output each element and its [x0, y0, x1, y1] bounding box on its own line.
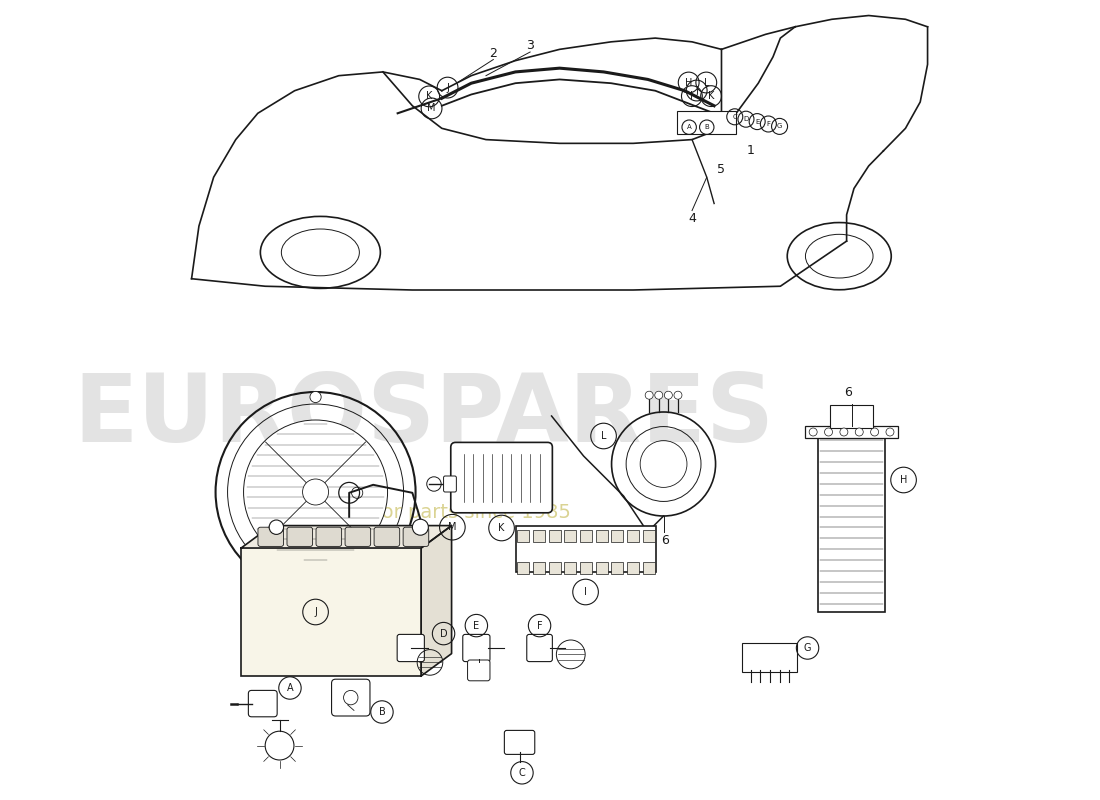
Text: H: H	[900, 475, 908, 485]
FancyBboxPatch shape	[532, 530, 544, 542]
Text: K: K	[708, 91, 714, 101]
FancyBboxPatch shape	[468, 660, 490, 681]
Circle shape	[825, 428, 833, 436]
Text: A: A	[686, 124, 692, 130]
FancyBboxPatch shape	[345, 527, 371, 546]
Circle shape	[243, 420, 387, 564]
FancyBboxPatch shape	[316, 527, 342, 546]
FancyBboxPatch shape	[463, 634, 490, 662]
Text: D: D	[744, 116, 749, 122]
Text: K: K	[426, 91, 432, 102]
FancyBboxPatch shape	[612, 562, 624, 574]
Circle shape	[310, 391, 321, 402]
FancyBboxPatch shape	[527, 634, 552, 662]
FancyBboxPatch shape	[516, 526, 656, 572]
FancyBboxPatch shape	[549, 530, 561, 542]
FancyBboxPatch shape	[331, 679, 370, 716]
FancyBboxPatch shape	[612, 530, 624, 542]
FancyBboxPatch shape	[596, 562, 607, 574]
FancyBboxPatch shape	[678, 111, 736, 134]
Circle shape	[270, 520, 284, 534]
Polygon shape	[241, 526, 452, 548]
FancyBboxPatch shape	[517, 530, 529, 542]
FancyBboxPatch shape	[443, 476, 456, 492]
FancyBboxPatch shape	[742, 643, 797, 672]
Text: a passion for parts since 1985: a passion for parts since 1985	[276, 502, 571, 522]
Text: M: M	[448, 522, 456, 532]
Text: D: D	[440, 629, 448, 638]
FancyBboxPatch shape	[517, 562, 529, 574]
Circle shape	[664, 391, 672, 399]
Polygon shape	[421, 526, 452, 676]
FancyBboxPatch shape	[627, 562, 639, 574]
Circle shape	[870, 428, 879, 436]
FancyBboxPatch shape	[642, 530, 654, 542]
Text: J: J	[315, 607, 317, 617]
Circle shape	[646, 391, 653, 399]
Circle shape	[840, 428, 848, 436]
Text: I: I	[691, 91, 693, 101]
Text: 6: 6	[661, 534, 669, 546]
Circle shape	[855, 428, 864, 436]
FancyBboxPatch shape	[830, 405, 873, 428]
Text: J: J	[695, 86, 698, 95]
Text: 5: 5	[717, 163, 726, 176]
FancyBboxPatch shape	[287, 527, 312, 546]
FancyBboxPatch shape	[505, 730, 535, 754]
Text: C: C	[733, 114, 737, 120]
Text: E: E	[473, 621, 480, 630]
Text: B: B	[704, 124, 710, 130]
Text: L: L	[601, 431, 606, 441]
FancyBboxPatch shape	[549, 562, 561, 574]
Text: A: A	[287, 683, 294, 693]
FancyBboxPatch shape	[805, 426, 898, 438]
Circle shape	[412, 519, 428, 535]
Circle shape	[674, 391, 682, 399]
Text: I: I	[584, 587, 587, 597]
Text: F: F	[767, 121, 770, 127]
FancyBboxPatch shape	[596, 530, 607, 542]
FancyBboxPatch shape	[580, 562, 592, 574]
FancyBboxPatch shape	[818, 432, 886, 612]
Circle shape	[654, 391, 663, 399]
Text: M: M	[427, 103, 436, 114]
FancyBboxPatch shape	[403, 527, 429, 546]
Text: 6: 6	[844, 386, 851, 398]
FancyBboxPatch shape	[451, 442, 552, 513]
Text: 4: 4	[689, 212, 696, 225]
Text: K: K	[498, 523, 505, 533]
Text: 3: 3	[526, 39, 535, 52]
FancyBboxPatch shape	[241, 548, 421, 676]
Circle shape	[302, 479, 329, 505]
FancyBboxPatch shape	[374, 527, 399, 546]
Text: EUROSPARES: EUROSPARES	[73, 370, 774, 462]
Text: L: L	[704, 78, 710, 87]
Text: F: F	[537, 621, 542, 630]
Text: 2: 2	[490, 46, 497, 60]
Text: 1: 1	[747, 144, 755, 158]
Text: G: G	[777, 123, 782, 130]
Text: H: H	[685, 78, 692, 87]
FancyBboxPatch shape	[580, 530, 592, 542]
FancyBboxPatch shape	[397, 634, 425, 662]
FancyBboxPatch shape	[564, 562, 576, 574]
Circle shape	[886, 428, 894, 436]
FancyBboxPatch shape	[642, 562, 654, 574]
Circle shape	[810, 428, 817, 436]
FancyBboxPatch shape	[564, 530, 576, 542]
FancyBboxPatch shape	[627, 530, 639, 542]
Text: C: C	[518, 768, 526, 778]
Text: J: J	[447, 82, 449, 93]
FancyBboxPatch shape	[249, 690, 277, 717]
FancyBboxPatch shape	[258, 527, 284, 546]
Text: B: B	[378, 707, 385, 717]
FancyBboxPatch shape	[532, 562, 544, 574]
Text: E: E	[755, 118, 759, 125]
Text: G: G	[804, 643, 812, 653]
